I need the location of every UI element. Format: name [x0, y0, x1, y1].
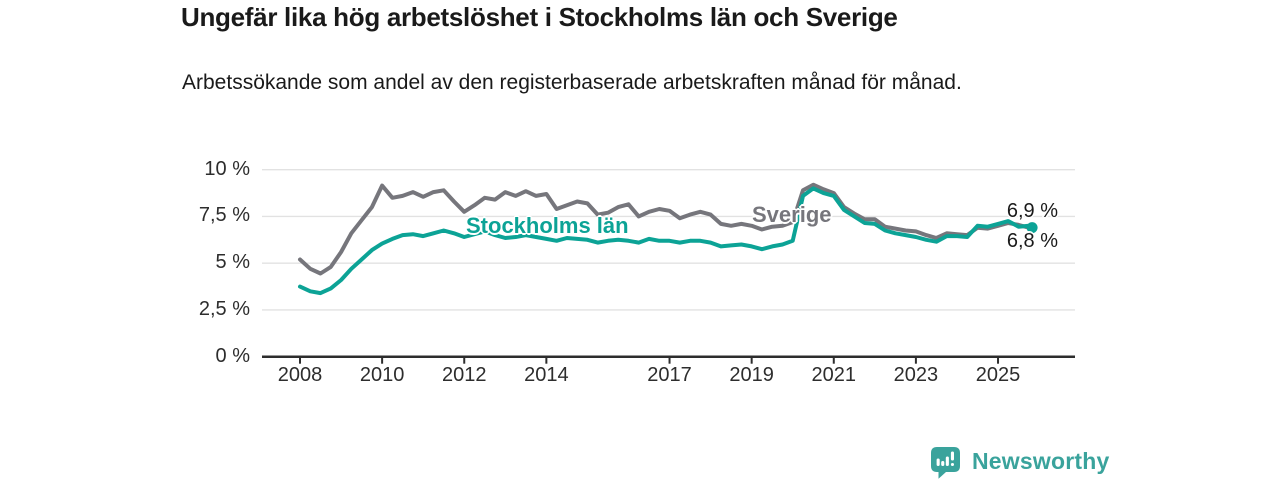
x-tick-label: 2019 [729, 364, 774, 386]
x-tick-label: 2012 [441, 364, 487, 386]
y-tick-label: 0 % [215, 344, 250, 367]
series-end-dot-stockholms-lan [1026, 222, 1038, 234]
series-label-sverige: Sverige [752, 202, 832, 227]
x-tick-label: 2017 [647, 364, 692, 386]
series-line-sverige [298, 182, 1035, 276]
end-value-label-sverige: 6,8 % [1006, 230, 1058, 252]
y-tick-label: 7,5 % [198, 204, 250, 227]
newsworthy-bar-chart-bubble-icon [931, 446, 960, 479]
y-tick-label: 2,5 % [198, 297, 250, 320]
y-tick-label: 10 % [204, 157, 250, 180]
x-tick-label: 2021 [811, 364, 857, 386]
end-value-label-stockholms-lan: 6,9 % [1006, 200, 1058, 222]
newsworthy-logo-text: Newsworthy [972, 448, 1110, 474]
chart-title: Ungefär lika hög arbetslöshet i Stockhol… [181, 2, 898, 32]
x-tick-label: 2008 [277, 364, 323, 386]
chart-subtitle: Arbetssökande som andel av den registerb… [182, 71, 962, 94]
x-tick-label: 2023 [893, 364, 939, 386]
newsworthy-logo: Newsworthy [929, 445, 1110, 479]
y-tick-label: 5 % [215, 251, 250, 274]
x-tick-label: 2025 [975, 364, 1021, 386]
x-tick-label: 2014 [524, 364, 569, 386]
series-line-stockholms-lan [298, 186, 1035, 296]
x-tick-label: 2010 [359, 364, 405, 386]
series-label-stockholms-lan: Stockholms län [466, 213, 629, 238]
